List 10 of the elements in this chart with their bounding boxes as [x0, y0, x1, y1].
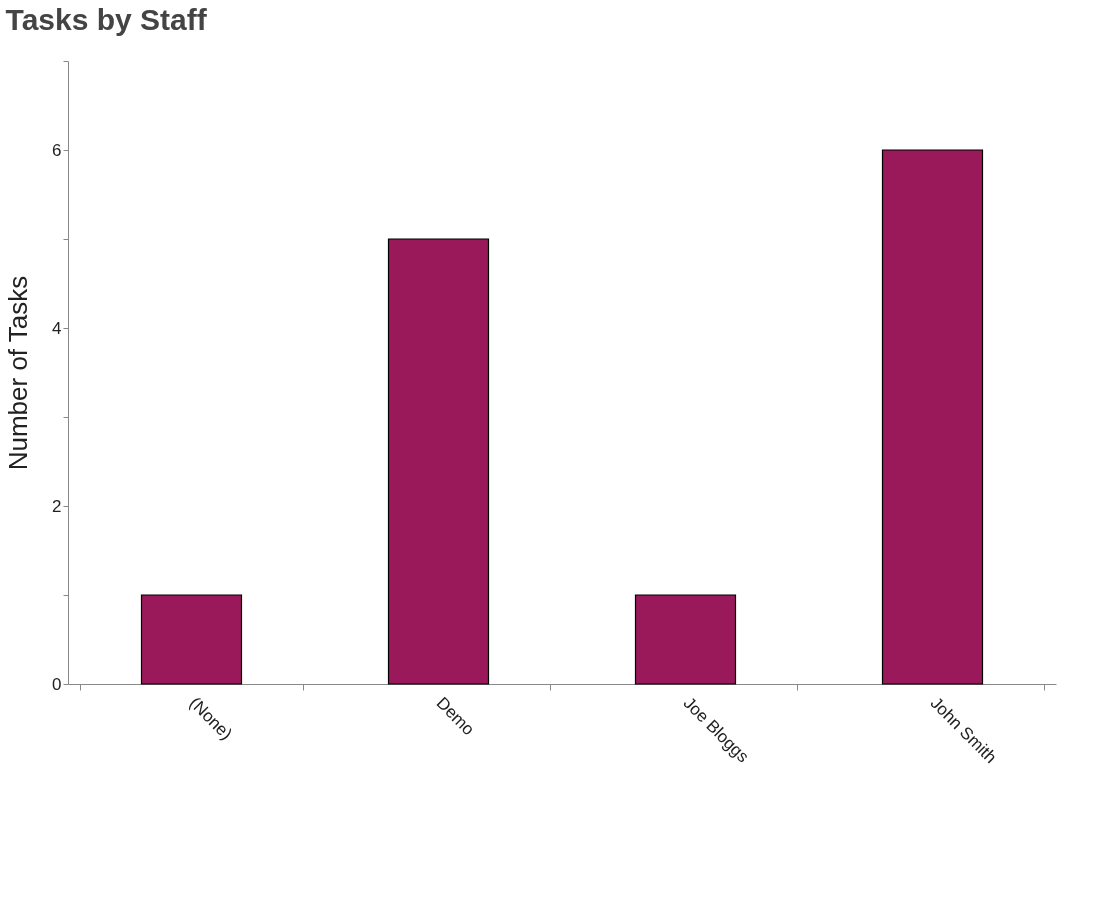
y-axis-title: Number of Tasks	[3, 275, 34, 471]
y-tick-label: 6	[52, 140, 62, 160]
bar	[140, 594, 243, 685]
chart-title: Tasks by Staff	[5, 2, 208, 36]
y-tick-label: 0	[52, 674, 62, 694]
bar	[387, 238, 490, 685]
y-tick-label: 2	[52, 496, 62, 516]
bar	[881, 149, 984, 685]
y-tick-label: 4	[52, 318, 62, 338]
bar	[634, 594, 737, 685]
